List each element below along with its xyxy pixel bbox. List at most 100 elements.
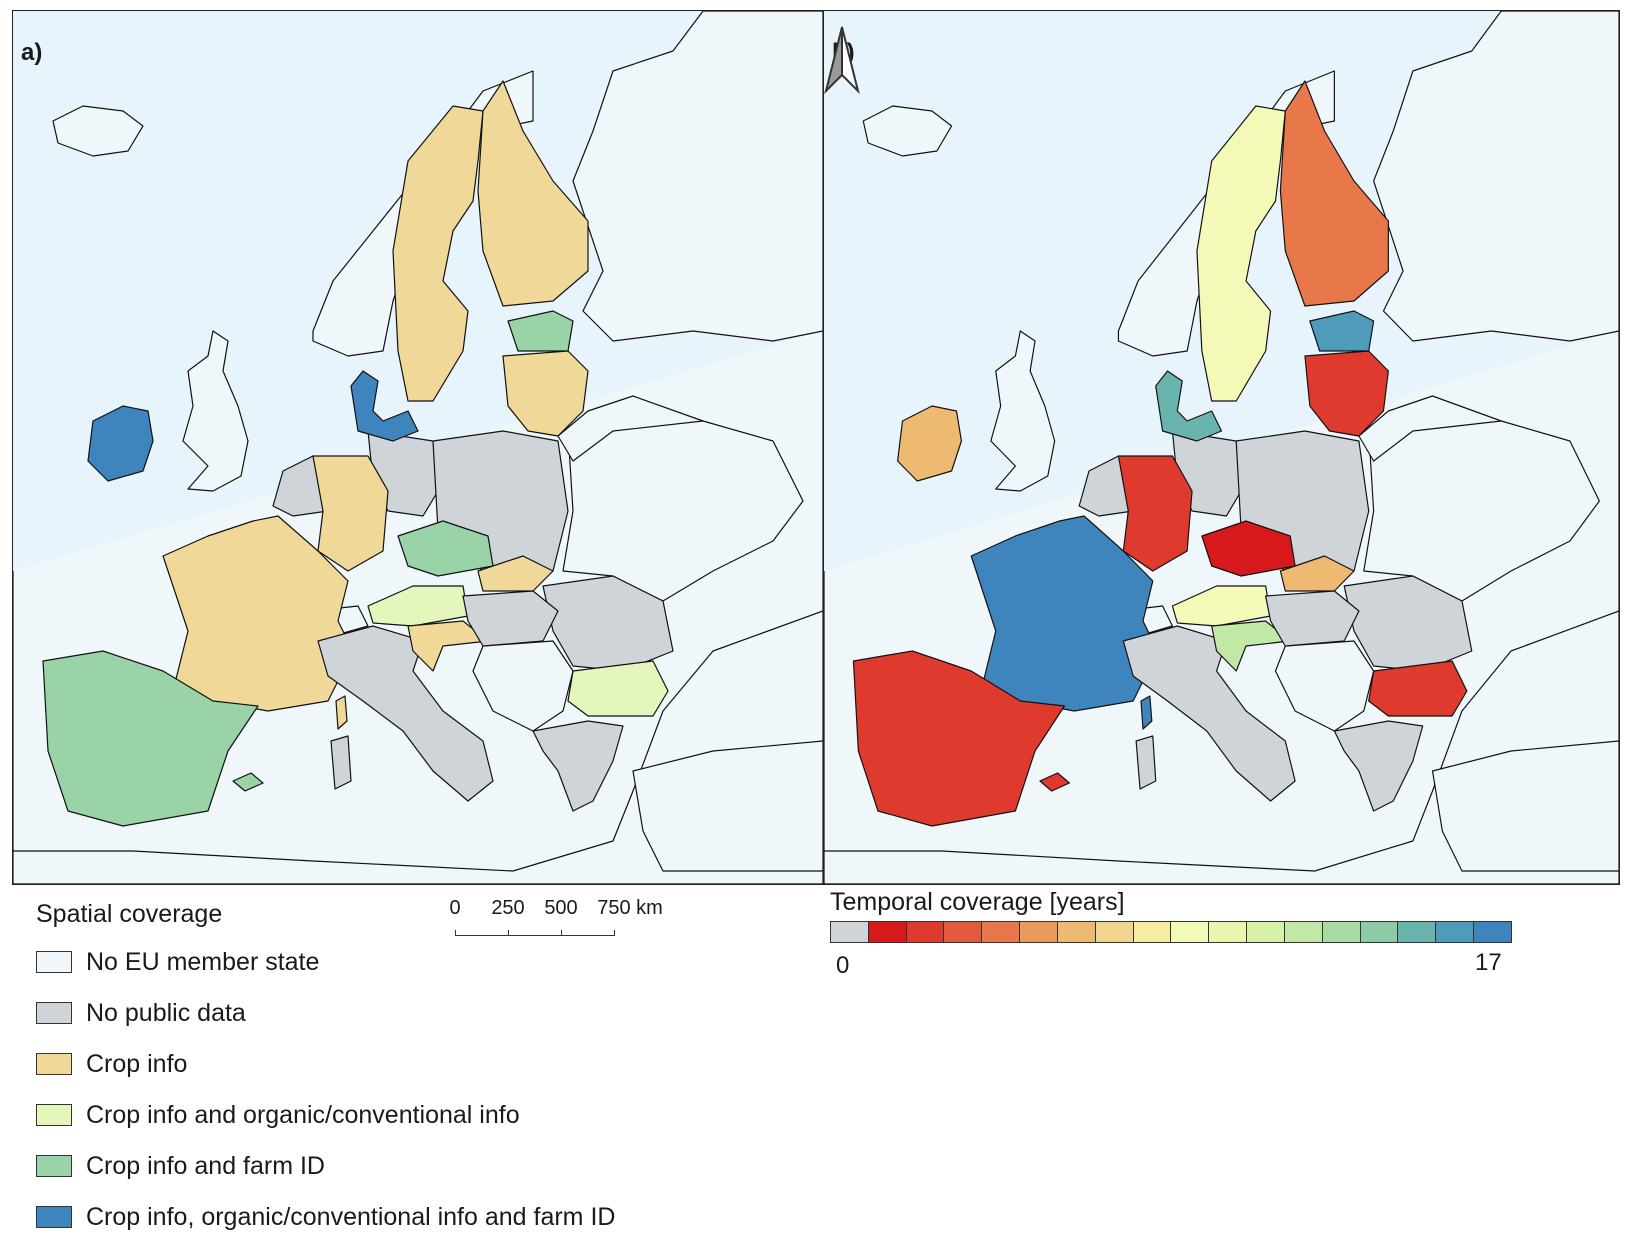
panel-a-label: a) bbox=[21, 39, 43, 66]
map-panel-a: a) bbox=[12, 10, 824, 885]
legend-item: No public data bbox=[36, 996, 615, 1030]
scale-bar: 0 250 500 750 km bbox=[449, 893, 663, 943]
region-finland bbox=[477, 80, 589, 307]
region-ireland bbox=[897, 405, 962, 482]
region-germany-west bbox=[1117, 455, 1193, 572]
colorbar-bin bbox=[1360, 922, 1399, 942]
colorbar-bin bbox=[831, 922, 869, 942]
colorbar-bin bbox=[1398, 922, 1437, 942]
region-finland bbox=[1279, 80, 1389, 307]
region-estonia bbox=[507, 310, 574, 352]
scale-tick-0: 0 bbox=[449, 897, 461, 919]
colorbar-bin bbox=[868, 922, 907, 942]
legend-label: Crop info and organic/conventional info bbox=[86, 1100, 520, 1129]
colorbar-min-label: 0 bbox=[836, 952, 850, 979]
region-croatia bbox=[1211, 620, 1291, 672]
region-bulgaria bbox=[567, 660, 669, 717]
region-iberia bbox=[42, 650, 259, 827]
region-balkans-noneu bbox=[1274, 640, 1375, 732]
region-scandinavia-sweden bbox=[1196, 105, 1286, 402]
region-latvia-lithuania bbox=[1304, 350, 1389, 437]
colorbar-bin bbox=[982, 922, 1021, 942]
colorbar-bin bbox=[1322, 922, 1361, 942]
region-denmark bbox=[1155, 370, 1223, 442]
legend-swatch bbox=[36, 1155, 72, 1177]
region-iceland bbox=[52, 105, 144, 157]
colorbar-bin bbox=[1057, 922, 1096, 942]
colorbar-bin bbox=[1095, 922, 1134, 942]
colorbar-bin bbox=[1133, 922, 1172, 942]
scale-tick-500: 500 bbox=[544, 897, 578, 919]
scale-mark bbox=[614, 930, 615, 936]
region-iberia bbox=[852, 650, 1066, 827]
legend-item: Crop info bbox=[36, 1047, 615, 1081]
region-balkans-noneu bbox=[472, 640, 574, 732]
colorbar-bin bbox=[1284, 922, 1323, 942]
scale-line bbox=[455, 935, 615, 936]
legend-label: Crop info bbox=[86, 1049, 188, 1078]
region-estonia bbox=[1309, 310, 1375, 352]
region-iceland bbox=[862, 105, 953, 157]
legend-label: No public data bbox=[86, 998, 246, 1027]
scale-tick-750: 750 km bbox=[597, 897, 663, 919]
legend-item: Crop info and organic/conventional info bbox=[36, 1098, 615, 1132]
legend-swatch bbox=[36, 951, 72, 973]
legend-swatch bbox=[36, 1104, 72, 1126]
region-bulgaria bbox=[1368, 660, 1468, 717]
region-turkey-noneu bbox=[632, 740, 823, 872]
legend-spatial-coverage: Spatial coverage No EU member state No pu… bbox=[36, 900, 615, 1251]
region-romania bbox=[1343, 575, 1473, 672]
colorbar-bin bbox=[906, 922, 945, 942]
region-greece bbox=[532, 720, 624, 812]
colorbar-bin bbox=[1209, 922, 1248, 942]
legend-label: Crop info and farm ID bbox=[86, 1151, 325, 1180]
legend-spatial-title: Spatial coverage bbox=[36, 900, 223, 928]
region-corsica bbox=[335, 695, 348, 730]
legend-label: Crop info, organic/conventional info and… bbox=[86, 1202, 616, 1231]
scale-mark bbox=[561, 930, 562, 936]
region-slovakia bbox=[477, 555, 554, 592]
region-uk bbox=[990, 330, 1056, 492]
region-hungary bbox=[1265, 590, 1360, 647]
region-balearics bbox=[1039, 772, 1070, 792]
region-uk bbox=[182, 330, 249, 492]
colorbar-bin bbox=[944, 922, 983, 942]
north-arrow-icon bbox=[824, 26, 860, 95]
region-turkey-noneu bbox=[1431, 740, 1619, 872]
legend-item: Crop info and farm ID bbox=[36, 1149, 615, 1183]
legend-swatch bbox=[36, 1002, 72, 1024]
region-hungary bbox=[462, 590, 559, 647]
region-corsica bbox=[1140, 695, 1153, 730]
region-sardinia bbox=[330, 735, 352, 790]
scale-mark bbox=[508, 930, 509, 936]
map-panel-b: b) bbox=[823, 10, 1620, 885]
region-belarus-noneu bbox=[1358, 395, 1502, 462]
region-sardinia bbox=[1135, 735, 1157, 790]
map-a bbox=[13, 11, 823, 884]
scale-tick-250: 250 bbox=[491, 897, 525, 919]
colorbar-bin bbox=[1247, 922, 1285, 942]
region-scandinavia-sweden bbox=[392, 105, 484, 402]
colorbar-bin bbox=[1171, 922, 1210, 942]
region-ireland bbox=[87, 405, 154, 482]
legend-item: Crop info, organic/conventional info and… bbox=[36, 1200, 615, 1234]
colorbar-max-label: 17 bbox=[1475, 949, 1502, 976]
legend-swatch bbox=[36, 1053, 72, 1075]
region-latvia-lithuania bbox=[502, 350, 589, 437]
map-b bbox=[824, 11, 1619, 884]
region-greece bbox=[1333, 720, 1424, 812]
colorbar-bin bbox=[1436, 922, 1475, 942]
legend-temporal-title: Temporal coverage [years] bbox=[830, 888, 1125, 916]
colorbar-bin bbox=[1474, 922, 1511, 942]
legend-temporal-coverage: Temporal coverage [years] 0 17 bbox=[830, 888, 1530, 979]
region-denmark bbox=[350, 370, 419, 442]
region-slovakia bbox=[1279, 555, 1355, 592]
scale-mark bbox=[455, 930, 456, 936]
region-germany-west bbox=[312, 455, 389, 572]
colorbar-bin bbox=[1020, 922, 1058, 942]
region-belarus-noneu bbox=[557, 395, 704, 462]
legend-item: No EU member state bbox=[36, 945, 615, 979]
colorbar bbox=[830, 921, 1512, 943]
legend-label: No EU member state bbox=[86, 947, 320, 976]
region-balearics bbox=[232, 772, 264, 792]
